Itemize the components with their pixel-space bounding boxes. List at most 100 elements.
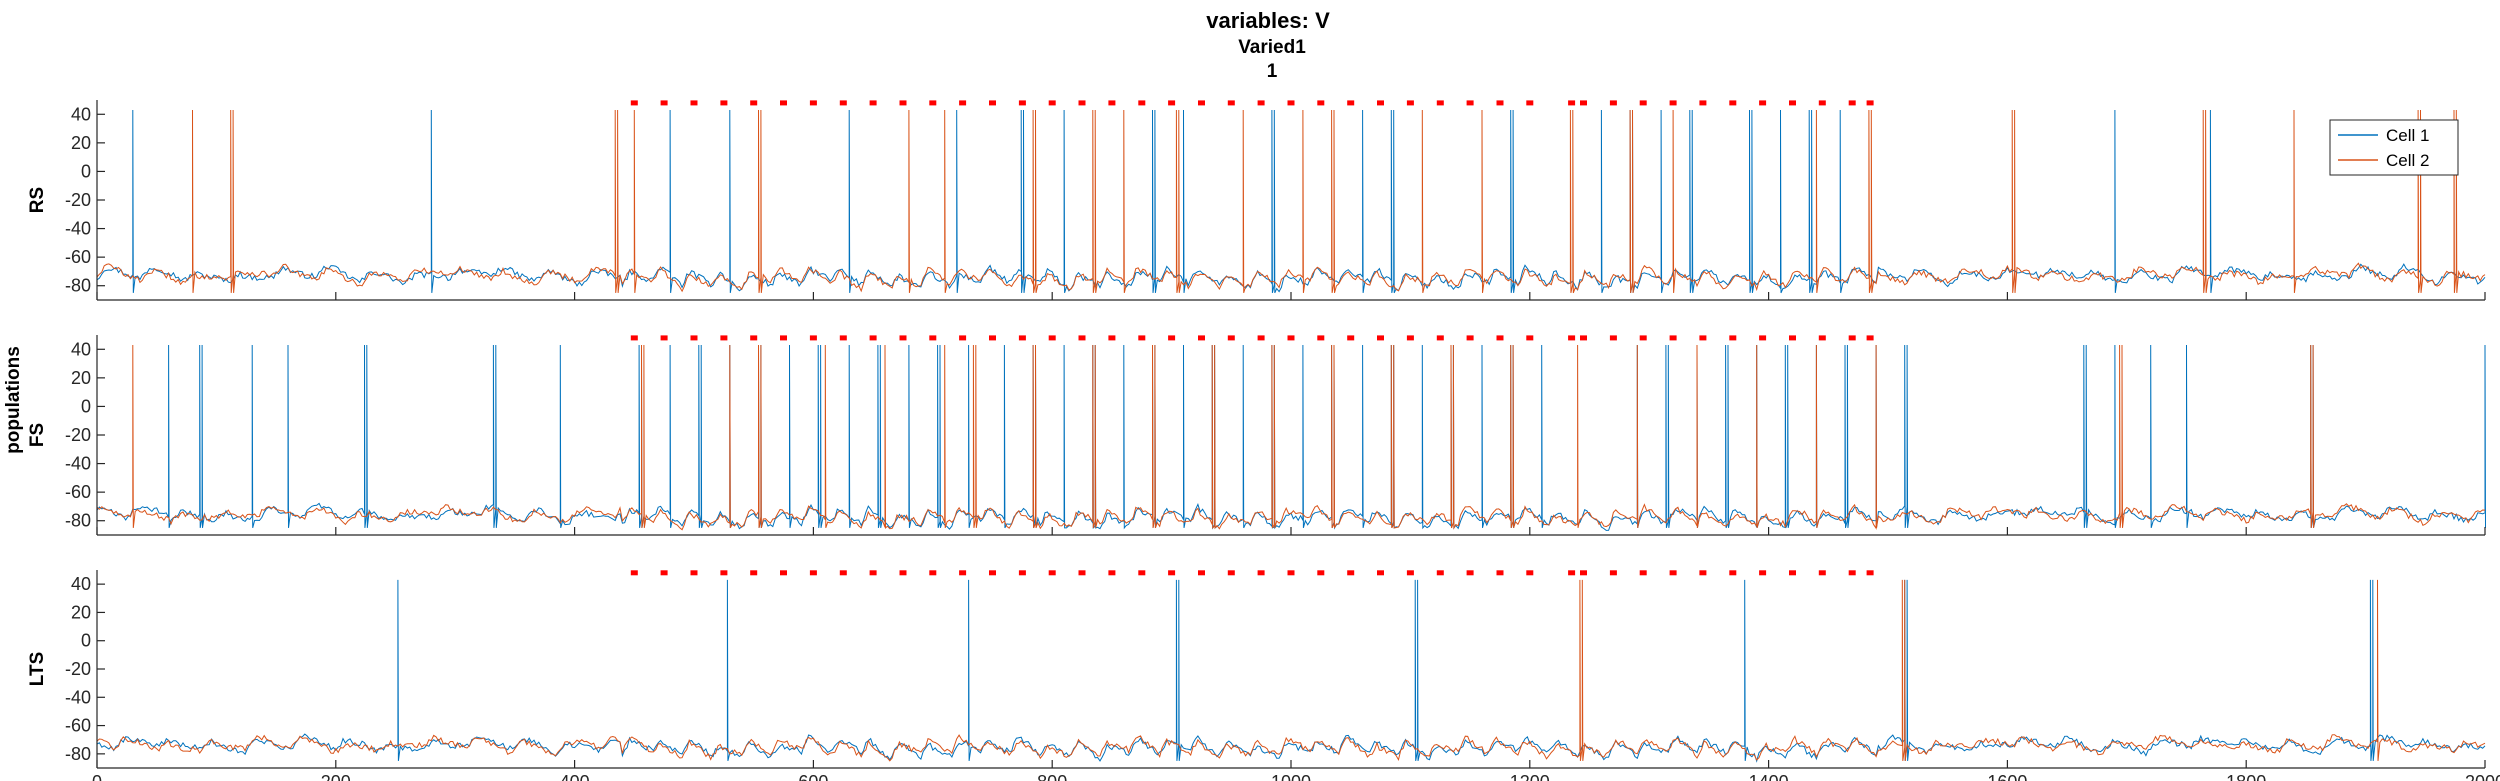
event-marker	[1496, 100, 1504, 106]
event-marker	[1436, 335, 1444, 341]
event-marker	[1317, 570, 1325, 576]
event-marker	[839, 100, 847, 106]
event-marker	[1347, 570, 1355, 576]
x-tick-label: 1400	[1749, 772, 1789, 781]
event-marker	[1287, 100, 1295, 106]
event-marker	[1818, 335, 1826, 341]
event-marker	[1317, 335, 1325, 341]
y-tick-label: 20	[71, 602, 91, 622]
trace-rs-cell-1	[96, 109, 2486, 294]
legend: Cell 1 Cell 2	[2329, 119, 2459, 176]
event-marker	[1866, 100, 1874, 106]
event-marker	[690, 570, 698, 576]
event-marker	[1699, 335, 1707, 341]
event-marker	[1789, 335, 1796, 341]
event-marker	[1496, 570, 1504, 576]
legend-box	[2329, 119, 2459, 176]
event-marker	[929, 335, 937, 341]
event-marker	[1789, 570, 1796, 576]
event-marker	[1108, 100, 1116, 106]
event-marker	[929, 100, 937, 106]
y-tick-label: 40	[71, 339, 91, 359]
event-marker	[1018, 335, 1026, 341]
event-marker	[1048, 335, 1056, 341]
y-tick-label: 0	[81, 161, 91, 181]
y-tick-label: -80	[65, 276, 91, 296]
event-marker	[1729, 570, 1737, 576]
event-marker	[750, 335, 758, 341]
event-marker	[1406, 335, 1414, 341]
x-tick-label: 200	[321, 772, 351, 781]
event-marker	[1108, 335, 1116, 341]
event-marker	[1198, 100, 1205, 106]
y-tick-label: -40	[65, 687, 91, 707]
event-marker	[1257, 100, 1265, 106]
event-marker	[1568, 335, 1576, 341]
event-marker	[989, 570, 996, 576]
event-marker	[1568, 100, 1576, 106]
event-marker	[1227, 335, 1235, 341]
event-marker	[630, 570, 638, 576]
event-marker	[780, 570, 787, 576]
event-marker	[1018, 100, 1026, 106]
event-marker	[1466, 100, 1474, 106]
event-marker	[989, 100, 996, 106]
event-marker	[1759, 335, 1767, 341]
event-marker	[1759, 570, 1767, 576]
y-tick-label: 0	[81, 396, 91, 416]
figure-title: variables: V	[1206, 8, 1330, 33]
event-marker	[1466, 570, 1474, 576]
event-marker	[1138, 570, 1146, 576]
event-marker	[750, 570, 758, 576]
event-marker	[899, 100, 907, 106]
event-marker	[869, 335, 877, 341]
event-marker	[660, 570, 668, 576]
ylabel-lts: LTS	[27, 652, 48, 686]
event-marker	[809, 570, 817, 576]
event-marker	[720, 570, 728, 576]
event-marker	[1198, 570, 1205, 576]
event-marker	[1609, 570, 1617, 576]
legend-label-cell-1: Cell 1	[2386, 126, 2429, 145]
y-tick-label: -20	[65, 190, 91, 210]
event-marker	[1580, 570, 1587, 576]
event-marker	[1048, 100, 1056, 106]
event-marker	[1377, 335, 1384, 341]
y-tick-label: 40	[71, 104, 91, 124]
event-marker	[630, 335, 638, 341]
event-marker	[1168, 570, 1176, 576]
event-marker	[660, 335, 668, 341]
event-marker	[1818, 570, 1826, 576]
event-marker	[1568, 570, 1576, 576]
event-marker	[1699, 100, 1707, 106]
y-tick-label: -60	[65, 247, 91, 267]
event-marker	[1789, 100, 1796, 106]
event-marker	[720, 335, 728, 341]
event-marker	[1436, 100, 1444, 106]
event-marker	[959, 100, 967, 106]
event-marker	[1347, 100, 1355, 106]
event-marker	[1669, 100, 1677, 106]
y-tick-label: -80	[65, 744, 91, 764]
event-marker	[929, 570, 937, 576]
markers-lts	[630, 570, 1874, 576]
event-marker	[1669, 335, 1677, 341]
event-marker	[1609, 100, 1617, 106]
ylabel-fs: FS	[27, 423, 48, 447]
y-tick-label: 40	[71, 574, 91, 594]
event-marker	[780, 100, 787, 106]
event-marker	[1729, 100, 1737, 106]
event-marker	[1580, 335, 1587, 341]
event-marker	[1406, 570, 1414, 576]
trace-lts-cell-1	[96, 579, 2486, 763]
y-tick-label: -40	[65, 219, 91, 239]
event-marker	[1018, 570, 1026, 576]
panels: -80-60-40-2002040RS-80-60-40-2002040FS-8…	[27, 100, 2500, 781]
event-marker	[1436, 570, 1444, 576]
x-tick-label: 600	[798, 772, 828, 781]
y-tick-label: -40	[65, 454, 91, 474]
x-tick-label: 1800	[2226, 772, 2266, 781]
trace-rs-cell-2	[96, 109, 2486, 294]
event-marker	[1227, 100, 1235, 106]
